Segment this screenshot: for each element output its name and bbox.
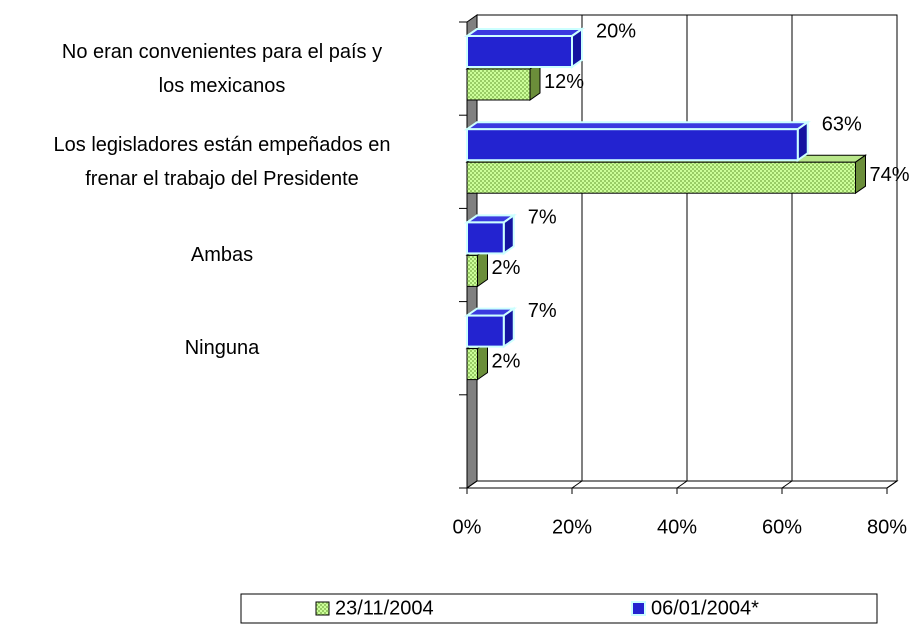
category-label: No eran convenientes para el país y los …	[61, 40, 383, 97]
bar-side	[502, 213, 515, 256]
x-tick	[676, 480, 688, 489]
legend-swatch	[315, 601, 330, 616]
bar	[466, 221, 505, 255]
bar	[466, 314, 505, 348]
bar-side	[796, 120, 809, 163]
data-label: 74%	[870, 164, 910, 186]
data-label: 12%	[544, 71, 584, 93]
bar	[466, 254, 478, 287]
x-tick	[571, 480, 583, 489]
legend-swatch	[631, 601, 646, 616]
bar-side	[855, 154, 866, 195]
x-tick	[886, 480, 898, 489]
data-label: 63%	[822, 113, 862, 135]
legend-label: 23/11/2004	[335, 597, 434, 619]
bar-top	[463, 28, 586, 37]
x-tick-label: 20%	[552, 516, 592, 538]
x-tick-label: 60%	[762, 516, 802, 538]
x-tick-label: 40%	[657, 516, 697, 538]
legend-label: 06/01/2004*	[651, 597, 759, 619]
category-label: Los legisladores están empeñados en fren…	[53, 133, 391, 190]
data-label: 2%	[492, 257, 521, 279]
bar	[466, 68, 531, 101]
category-label: Ambas	[190, 244, 254, 266]
bar	[466, 35, 573, 68]
x-tick	[466, 480, 478, 489]
bar-top	[463, 121, 811, 131]
bar-side	[571, 27, 583, 69]
data-label: 2%	[492, 350, 521, 372]
x-tick-label: 0%	[453, 516, 482, 538]
category-label: Ninguna	[184, 337, 260, 360]
data-label: 7%	[528, 300, 557, 322]
x-tick	[781, 480, 793, 489]
data-label: 7%	[528, 207, 557, 229]
bar-side	[502, 306, 515, 349]
bar	[466, 348, 478, 381]
data-label: 20%	[596, 20, 636, 42]
x-tick-label: 80%	[867, 516, 907, 538]
legend-box	[240, 593, 878, 624]
bar	[466, 161, 856, 194]
bar	[466, 128, 799, 162]
